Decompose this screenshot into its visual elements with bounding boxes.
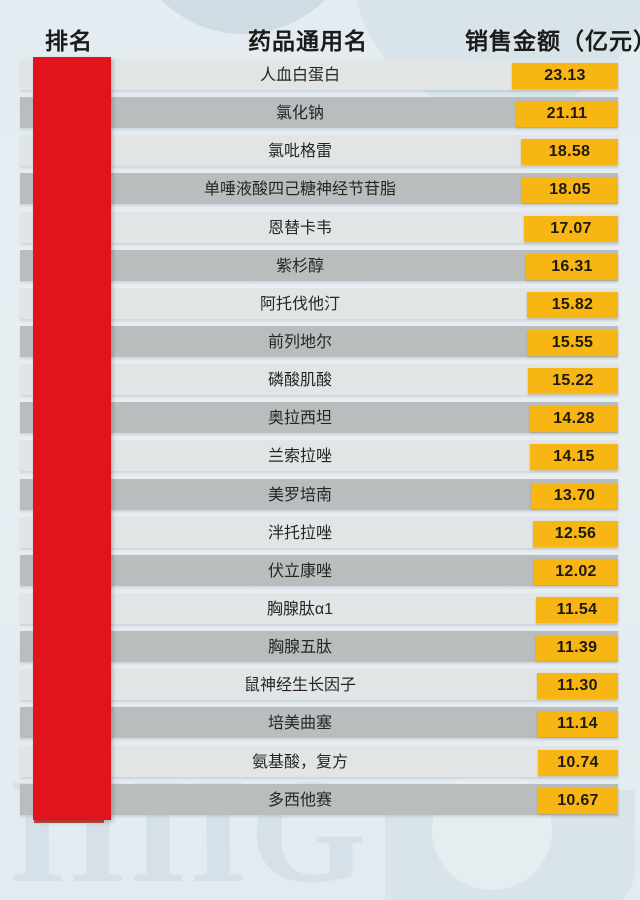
drug-name: 氯化钠 bbox=[275, 105, 324, 123]
table-row: NO.7阿托伐他汀15.82 bbox=[0, 286, 640, 324]
value-bar-cell: 17.07 bbox=[468, 210, 618, 248]
value-badge: 10.67 bbox=[538, 787, 618, 814]
value-badge: 18.58 bbox=[521, 139, 618, 166]
value-badge: 17.07 bbox=[524, 215, 618, 242]
table-row: NO.11兰索拉唑14.15 bbox=[0, 438, 640, 476]
value-bar-cell: 14.28 bbox=[468, 400, 618, 438]
row-background bbox=[20, 745, 618, 777]
drug-name: 泮托拉唑 bbox=[267, 524, 332, 542]
drug-name: 鼠神经生长因子 bbox=[243, 677, 356, 695]
row-background bbox=[20, 592, 618, 624]
value-bar-cell: 12.02 bbox=[468, 553, 618, 591]
drug-name: 美罗培南 bbox=[267, 486, 332, 504]
drug-name: 磷酸肌酸 bbox=[267, 372, 332, 390]
row-background bbox=[20, 669, 618, 701]
drug-name: 人血白蛋白 bbox=[259, 67, 340, 84]
value-bar-cell: 23.13 bbox=[468, 57, 618, 95]
table-row: NO.16胸腺五肽11.39 bbox=[0, 629, 640, 667]
value-badge: 12.56 bbox=[533, 520, 618, 547]
drug-name: 紫杉醇 bbox=[275, 257, 324, 275]
value-badge: 15.82 bbox=[527, 291, 618, 318]
value-badge: 11.14 bbox=[537, 711, 618, 738]
row-background bbox=[20, 211, 618, 243]
table-header: 排名 药品通用名 销售金额（亿元） bbox=[0, 0, 640, 57]
value-bar-cell: 21.11 bbox=[468, 95, 618, 133]
column-header-value: 销售金额（亿元） bbox=[465, 28, 640, 54]
value-badge: 10.74 bbox=[538, 749, 618, 776]
drug-name: 奥拉西坦 bbox=[267, 410, 332, 428]
drug-name: 恩替卡韦 bbox=[267, 219, 332, 237]
drug-name: 培美曲塞 bbox=[267, 715, 332, 733]
row-background bbox=[20, 516, 618, 548]
drug-name: 前列地尔 bbox=[267, 333, 332, 351]
value-bar-cell: 14.15 bbox=[468, 438, 618, 476]
value-badge: 18.05 bbox=[522, 177, 618, 204]
column-header-name: 药品通用名 bbox=[248, 28, 368, 54]
drug-name: 阿托伐他汀 bbox=[259, 295, 340, 313]
value-bar-cell: 10.67 bbox=[468, 782, 618, 820]
value-bar-cell: 15.55 bbox=[468, 324, 618, 362]
ranking-table: NO.1人血白蛋白23.13NO.2氯化钠21.11NO.3氯吡格雷18.58N… bbox=[0, 57, 640, 820]
value-badge: 11.39 bbox=[536, 635, 618, 662]
value-badge: 13.70 bbox=[531, 482, 618, 509]
value-bar-cell: 18.05 bbox=[468, 171, 618, 209]
row-background bbox=[20, 440, 618, 472]
watermark-accent-bar bbox=[34, 818, 104, 823]
row-background bbox=[20, 631, 618, 663]
value-bar-cell: 12.56 bbox=[468, 515, 618, 553]
drug-name: 兰索拉唑 bbox=[267, 448, 332, 466]
table-row: NO.15胸腺肽α111.54 bbox=[0, 591, 640, 629]
row-background bbox=[20, 554, 618, 586]
value-badge: 11.54 bbox=[536, 597, 618, 624]
value-badge: 16.31 bbox=[526, 253, 618, 280]
table-row: NO.13泮托拉唑12.56 bbox=[0, 515, 640, 553]
table-row: NO.4单唾液酸四己糖神经节苷脂18.05 bbox=[0, 171, 640, 209]
value-badge: 14.28 bbox=[530, 406, 618, 433]
value-bar-cell: 11.54 bbox=[468, 591, 618, 629]
table-row: NO.10奥拉西坦14.28 bbox=[0, 400, 640, 438]
value-badge: 15.55 bbox=[527, 330, 618, 357]
value-badge: 21.11 bbox=[516, 101, 618, 128]
drug-name: 胸腺肽α1 bbox=[266, 600, 334, 618]
table-row: NO.20多西他赛10.67 bbox=[0, 782, 640, 820]
value-bar-cell: 13.70 bbox=[468, 477, 618, 515]
row-background bbox=[20, 364, 618, 396]
value-badge: 15.22 bbox=[528, 368, 618, 395]
value-bar-cell: 11.14 bbox=[468, 705, 618, 743]
row-background bbox=[20, 325, 618, 357]
row-background bbox=[20, 135, 618, 167]
value-bar-cell: 10.74 bbox=[468, 744, 618, 782]
row-background bbox=[20, 287, 618, 319]
value-bar-cell: 15.82 bbox=[468, 286, 618, 324]
value-bar-cell: 15.22 bbox=[468, 362, 618, 400]
value-bar-cell: 11.39 bbox=[468, 629, 618, 667]
drug-name: 氨基酸，复方 bbox=[251, 753, 348, 771]
row-background bbox=[20, 478, 618, 510]
drug-name: 伏立康唑 bbox=[267, 562, 332, 580]
table-row: NO.17鼠神经生长因子11.30 bbox=[0, 667, 640, 705]
value-bar-cell: 18.58 bbox=[468, 133, 618, 171]
drug-name: 单唾液酸四己糖神经节苷脂 bbox=[203, 181, 396, 199]
value-bar-cell: 11.30 bbox=[468, 667, 618, 705]
table-row: NO.6紫杉醇16.31 bbox=[0, 248, 640, 286]
drug-name: 胸腺五肽 bbox=[267, 639, 332, 657]
value-badge: 14.15 bbox=[530, 444, 618, 471]
value-badge: 11.30 bbox=[537, 673, 618, 700]
row-background bbox=[20, 402, 618, 434]
value-badge: 23.13 bbox=[512, 63, 618, 90]
row-background bbox=[20, 707, 618, 739]
table-row: NO.9磷酸肌酸15.22 bbox=[0, 362, 640, 400]
rank-band bbox=[33, 57, 111, 820]
drug-name: 多西他赛 bbox=[267, 791, 332, 809]
table-row: NO.2氯化钠21.11 bbox=[0, 95, 640, 133]
value-badge: 12.02 bbox=[534, 558, 618, 585]
drug-name: 氯吡格雷 bbox=[267, 143, 332, 161]
row-background bbox=[20, 783, 618, 815]
row-background bbox=[20, 173, 618, 205]
row-background bbox=[20, 249, 618, 281]
value-bar-cell: 16.31 bbox=[468, 248, 618, 286]
column-header-rank: 排名 bbox=[45, 28, 93, 54]
